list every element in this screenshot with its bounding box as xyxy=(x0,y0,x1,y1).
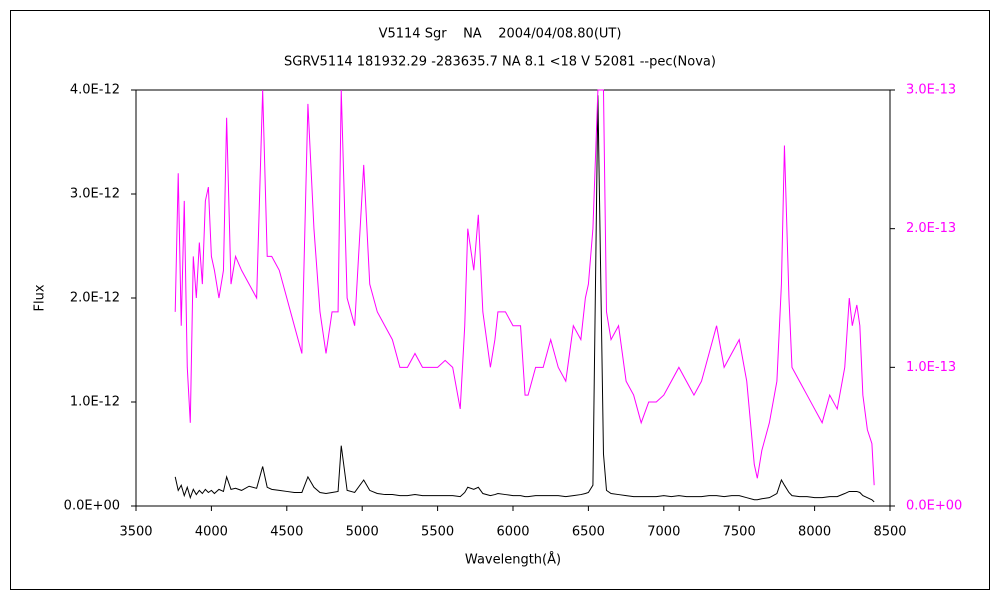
chart-subtitle: SGRV5114 181932.29 -283635.7 NA 8.1 <18 … xyxy=(284,55,716,70)
y-tick-label: 4.0E-12 xyxy=(70,83,120,98)
chart-title: V5114 Sgr NA 2004/04/08.80(UT) xyxy=(379,27,622,42)
x-axis-label: Wavelength(Å) xyxy=(465,552,561,568)
x-tick-label: 8000 xyxy=(798,525,831,540)
y2-tick-label: 2.0E-13 xyxy=(906,221,956,236)
x-tick-label: 7500 xyxy=(723,525,756,540)
y2-tick-label: 3.0E-13 xyxy=(906,83,956,98)
x-tick-label: 3500 xyxy=(119,525,152,540)
spectrum-line xyxy=(174,95,875,503)
y-axis-label: Flux xyxy=(33,284,48,311)
y-tick-label: 3.0E-12 xyxy=(70,187,120,202)
x-tick-label: 6500 xyxy=(572,525,605,540)
x-tick-label: 5500 xyxy=(421,525,454,540)
y2-tick-label: 1.0E-13 xyxy=(906,360,956,375)
x-tick-label: 7000 xyxy=(647,525,680,540)
x-tick-label: 6000 xyxy=(496,525,529,540)
x-tick-label: 8500 xyxy=(873,525,906,540)
chart-frame xyxy=(10,10,990,590)
x-tick-label: 5000 xyxy=(346,525,379,540)
y-tick-label: 0.0E+00 xyxy=(64,499,120,514)
y-tick-label: 2.0E-12 xyxy=(70,291,120,306)
y-tick-label: 1.0E-12 xyxy=(70,395,120,410)
x-tick-label: 4000 xyxy=(195,525,228,540)
y2-tick-label: 0.0E+00 xyxy=(906,499,962,514)
x-tick-label: 4500 xyxy=(270,525,303,540)
spectrum-line xyxy=(174,89,875,486)
